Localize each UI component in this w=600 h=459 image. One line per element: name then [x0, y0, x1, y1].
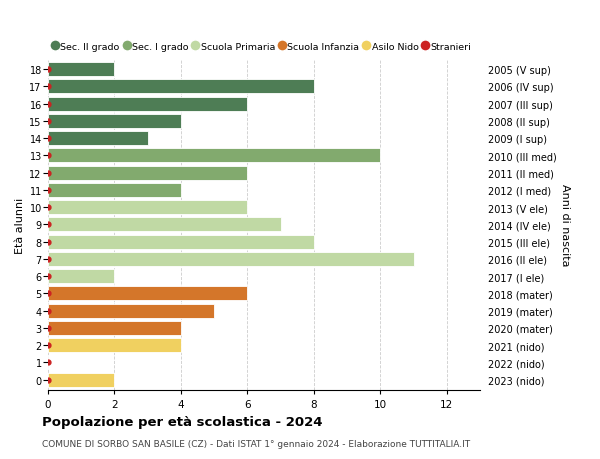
Bar — [48, 321, 181, 335]
Bar — [48, 201, 247, 215]
Y-axis label: Anni di nascita: Anni di nascita — [560, 184, 570, 266]
Bar — [48, 252, 413, 266]
Text: Popolazione per età scolastica - 2024: Popolazione per età scolastica - 2024 — [42, 415, 323, 428]
Text: COMUNE DI SORBO SAN BASILE (CZ) - Dati ISTAT 1° gennaio 2024 - Elaborazione TUTT: COMUNE DI SORBO SAN BASILE (CZ) - Dati I… — [42, 439, 470, 448]
Bar — [48, 338, 181, 353]
Bar — [48, 304, 214, 318]
Bar — [48, 149, 380, 163]
Bar — [48, 235, 314, 249]
Bar — [48, 97, 247, 112]
Y-axis label: Età alunni: Età alunni — [15, 197, 25, 253]
Bar — [48, 269, 115, 284]
Bar — [48, 184, 181, 197]
Bar — [48, 115, 181, 129]
Bar — [48, 373, 115, 387]
Legend: Sec. II grado, Sec. I grado, Scuola Primaria, Scuola Infanzia, Asilo Nido, Stran: Sec. II grado, Sec. I grado, Scuola Prim… — [53, 43, 472, 52]
Bar — [48, 80, 314, 94]
Bar — [48, 63, 115, 77]
Bar — [48, 287, 247, 301]
Bar — [48, 132, 148, 146]
Bar — [48, 218, 281, 232]
Bar — [48, 166, 247, 180]
